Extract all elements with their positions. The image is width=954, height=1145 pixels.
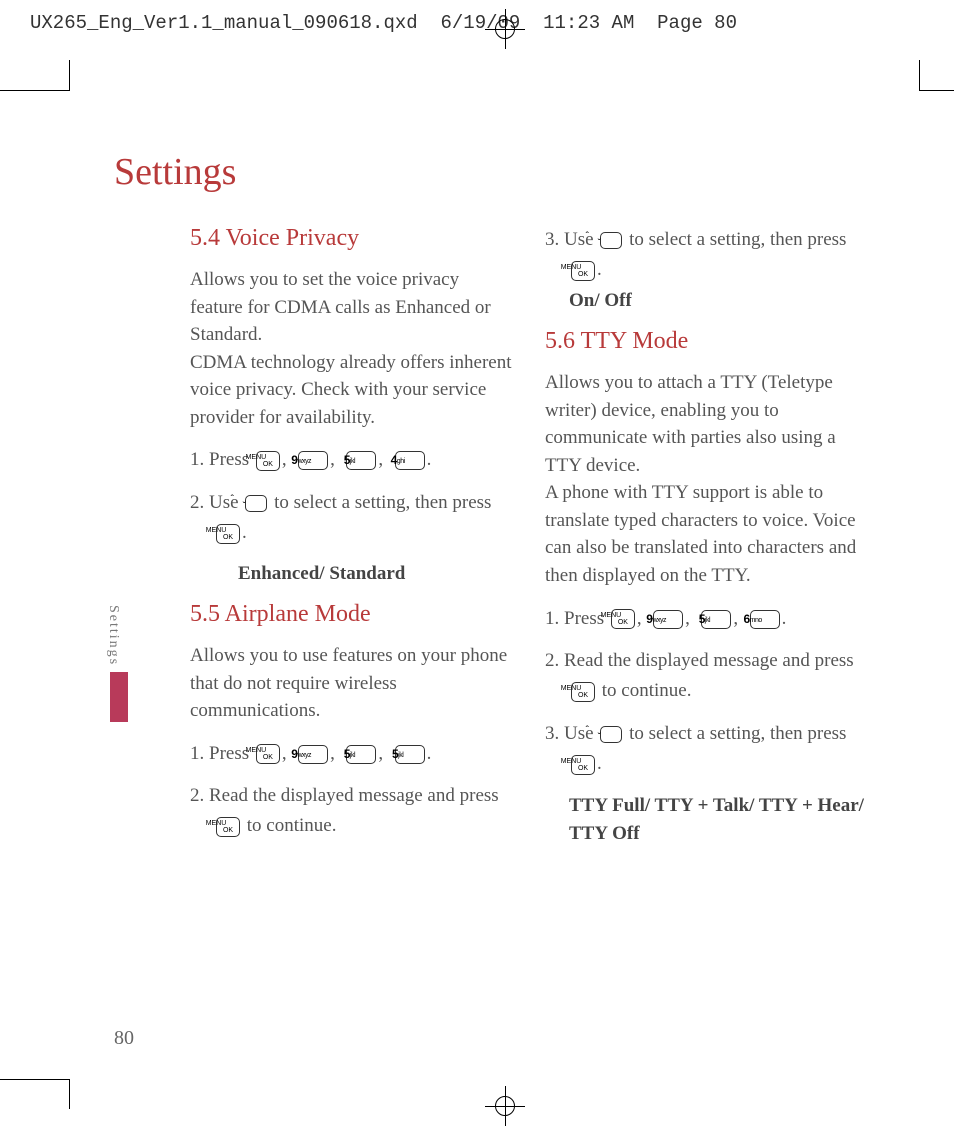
step-1: 1. Press MENUOK, 9wxyz, 5jkl, 4ghi. [190,445,515,475]
header-time: 11:23 AM [543,12,634,34]
key-5-icon: 5jkl [701,610,731,629]
menu-ok-key-icon: MENUOK [571,682,595,702]
crop-mark [919,90,954,91]
key-5-icon: 5jkl [395,745,425,764]
step-1: 1. Press MENUOK, 9wxyz, 5jkl, 5jkl. [190,739,515,769]
nav-key-icon: ˆˇ [600,232,622,249]
right-column: 3. Use ˆˇ to select a setting, then pres… [545,225,870,861]
menu-ok-key-icon: MENUOK [256,451,280,471]
step-2: 2. Use ˆˇ to select a setting, then pres… [190,488,515,549]
options-text: Enhanced/ Standard [190,560,515,589]
header-filename: UX265_Eng_Ver1.1_manual_090618.qxd [30,12,418,34]
key-5-icon: 5jkl [346,451,376,470]
heading-airplane-mode: 5.5 Airplane Mode [190,601,515,628]
crop-mark [0,90,70,91]
heading-voice-privacy: 5.4 Voice Privacy [190,225,515,252]
key-6-icon: 6mno [750,610,780,629]
key-9-icon: 9wxyz [653,610,683,629]
menu-ok-key-icon: MENUOK [571,261,595,281]
menu-ok-key-icon: MENUOK [216,817,240,837]
step-3: 3. Use ˆˇ to select a setting, then pres… [545,719,870,780]
menu-ok-key-icon: MENUOK [611,609,635,629]
page-title: Settings [114,150,236,194]
key-9-icon: 9wxyz [298,745,328,764]
body-text: Allows you to use features on your phone… [190,642,515,725]
heading-tty-mode: 5.6 TTY Mode [545,328,870,355]
options-text: TTY Full/ TTY + Talk/ TTY + Hear/ TTY Of… [545,792,870,849]
side-tab: Settings [105,605,135,722]
step-2: 2. Read the displayed message and press … [190,781,515,842]
registration-mark-icon [491,1092,519,1120]
options-text: On/ Off [569,290,632,311]
key-5-icon: 5jkl [346,745,376,764]
header-page: Page 80 [657,12,737,34]
menu-ok-key-icon: MENUOK [256,744,280,764]
crop-mark [0,1079,70,1080]
key-9-icon: 9wxyz [298,451,328,470]
key-4-icon: 4ghi [395,451,425,470]
print-header: UX265_Eng_Ver1.1_manual_090618.qxd 6/19/… [0,0,954,46]
nav-key-icon: ˆˇ [245,495,267,512]
nav-key-icon: ˆˇ [600,726,622,743]
registration-mark-icon [491,15,519,43]
left-column: 5.4 Voice Privacy Allows you to set the … [190,225,515,861]
step-1: 1. Press MENUOK, 9wxyz, 5jkl, 6mno. [545,604,870,634]
step-2: 2. Read the displayed message and press … [545,646,870,707]
menu-ok-key-icon: MENUOK [571,755,595,775]
page-number: 80 [114,1027,134,1050]
body-text: Allows you to set the voice privacy feat… [190,266,515,431]
side-tab-bar [110,672,128,722]
step-3: 3. Use ˆˇ to select a setting, then pres… [545,225,870,316]
body-text: Allows you to attach a TTY (Teletype wri… [545,369,870,589]
content-area: 5.4 Voice Privacy Allows you to set the … [190,225,870,861]
side-tab-label: Settings [105,605,121,672]
menu-ok-key-icon: MENUOK [216,524,240,544]
